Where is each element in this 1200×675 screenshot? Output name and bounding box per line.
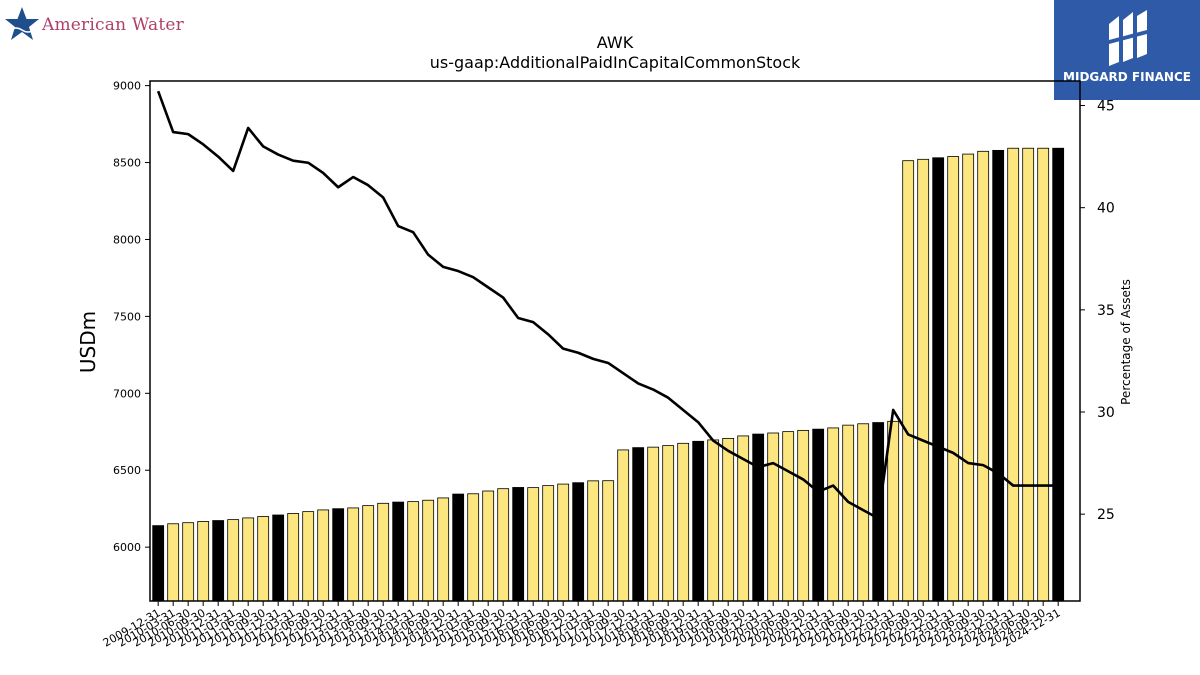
y-tick-label: 9000 bbox=[113, 80, 141, 93]
bar-2022-12-31 bbox=[932, 157, 945, 602]
bar-2020-09-30 bbox=[797, 429, 810, 602]
y2-tick-label: 45 bbox=[1097, 99, 1115, 115]
bar-2019-03-31 bbox=[707, 439, 720, 602]
bar-2018-03-31 bbox=[647, 446, 660, 602]
bars-group bbox=[152, 147, 1065, 602]
bar-2023-12-31 bbox=[992, 149, 1005, 602]
bar-2013-09-30 bbox=[377, 502, 390, 602]
y2-tick-label: 35 bbox=[1097, 303, 1115, 319]
bar-2019-06-30 bbox=[722, 437, 735, 602]
bar-2015-09-30 bbox=[497, 488, 510, 602]
bar-2013-06-30 bbox=[362, 505, 375, 602]
bar-2010-06-30 bbox=[182, 522, 195, 602]
midgard-finance-logo: MIDGARD FINANCE bbox=[1054, 0, 1200, 100]
chart-subtitle: us-gaap:AdditionalPaidInCapitalCommonSto… bbox=[430, 53, 801, 72]
bar-2011-03-31 bbox=[227, 519, 240, 602]
bar-2016-06-30 bbox=[542, 485, 555, 602]
bar-2019-12-31 bbox=[752, 433, 765, 602]
y-tick-label: 6500 bbox=[113, 464, 141, 477]
bar-2020-12-31 bbox=[812, 428, 825, 602]
y-tick-label: 8500 bbox=[113, 157, 141, 170]
bar-2015-06-30 bbox=[482, 490, 495, 602]
bar-2018-12-31 bbox=[692, 440, 705, 602]
plot-frame bbox=[149, 80, 1081, 602]
bar-2023-06-30 bbox=[962, 153, 975, 602]
bar-2022-03-31 bbox=[887, 420, 900, 602]
bar-2009-12-31 bbox=[152, 525, 165, 602]
series-line-percentage-of-assets bbox=[156, 90, 1059, 520]
bar-2015-12-31 bbox=[512, 487, 525, 602]
midgard-emblem-icon bbox=[1109, 10, 1147, 66]
bar-2012-03-31 bbox=[287, 513, 300, 602]
bar-2017-09-30 bbox=[617, 449, 630, 602]
bar-2021-03-31 bbox=[827, 427, 840, 602]
y-tick-label: 6000 bbox=[113, 541, 141, 554]
bar-2017-03-31 bbox=[587, 480, 600, 602]
bar-2013-12-31 bbox=[392, 501, 405, 602]
bar-2024-12-31 bbox=[1052, 147, 1065, 602]
midgard-finance-brand: MIDGARD FINANCE bbox=[1063, 70, 1191, 84]
bar-2018-09-30 bbox=[677, 442, 690, 602]
bar-2016-12-31 bbox=[572, 482, 585, 602]
bar-2016-03-31 bbox=[527, 487, 540, 602]
american-water-brand: American Water bbox=[42, 15, 184, 35]
y-tick-label: 7000 bbox=[113, 387, 141, 400]
bar-2011-12-31 bbox=[272, 514, 285, 602]
bar-2021-06-30 bbox=[842, 424, 855, 602]
bar-2020-06-30 bbox=[782, 431, 795, 602]
bar-2024-03-31 bbox=[1007, 147, 1020, 602]
bar-2016-09-30 bbox=[557, 483, 570, 602]
y-tick-label: 7500 bbox=[113, 310, 141, 323]
bar-2023-09-30 bbox=[977, 150, 990, 602]
axes-group: 6000650070007500800085009000253035404520… bbox=[101, 80, 1115, 650]
bar-2012-09-30 bbox=[317, 509, 330, 602]
bar-2014-12-31 bbox=[452, 493, 465, 602]
bar-2011-09-30 bbox=[257, 516, 270, 602]
bar-2024-06-30 bbox=[1022, 147, 1035, 602]
bar-2014-03-31 bbox=[407, 501, 420, 602]
y2-tick-label: 30 bbox=[1097, 405, 1115, 421]
bar-2010-03-31 bbox=[167, 523, 180, 602]
bar-2015-03-31 bbox=[467, 493, 480, 602]
y-axis-label: USDm bbox=[76, 311, 100, 373]
bar-2020-03-31 bbox=[767, 432, 780, 602]
y2-axis-label: Percentage of Assets bbox=[1119, 279, 1133, 405]
bar-2013-03-31 bbox=[347, 507, 360, 602]
bar-2012-12-31 bbox=[332, 508, 345, 602]
bar-2010-12-31 bbox=[212, 520, 225, 602]
bar-2017-06-30 bbox=[602, 480, 615, 602]
bar-2022-09-30 bbox=[917, 158, 930, 602]
bar-2023-03-31 bbox=[947, 156, 960, 602]
bar-2017-12-31 bbox=[632, 447, 645, 602]
bar-2011-06-30 bbox=[242, 517, 255, 602]
bar-2022-06-30 bbox=[902, 160, 915, 602]
y2-tick-label: 25 bbox=[1097, 507, 1115, 523]
y-tick-label: 8000 bbox=[113, 233, 141, 246]
y2-tick-label: 40 bbox=[1097, 201, 1115, 217]
bar-2018-06-30 bbox=[662, 445, 675, 602]
chart-title: AWK bbox=[597, 33, 634, 52]
star-icon bbox=[5, 7, 39, 40]
bar-2010-09-30 bbox=[197, 521, 210, 602]
bar-2024-09-30 bbox=[1037, 147, 1050, 602]
bar-2014-06-30 bbox=[422, 499, 435, 602]
american-water-logo: American Water bbox=[4, 4, 204, 44]
bar-2014-09-30 bbox=[437, 497, 450, 602]
bar-2012-06-30 bbox=[302, 511, 315, 602]
